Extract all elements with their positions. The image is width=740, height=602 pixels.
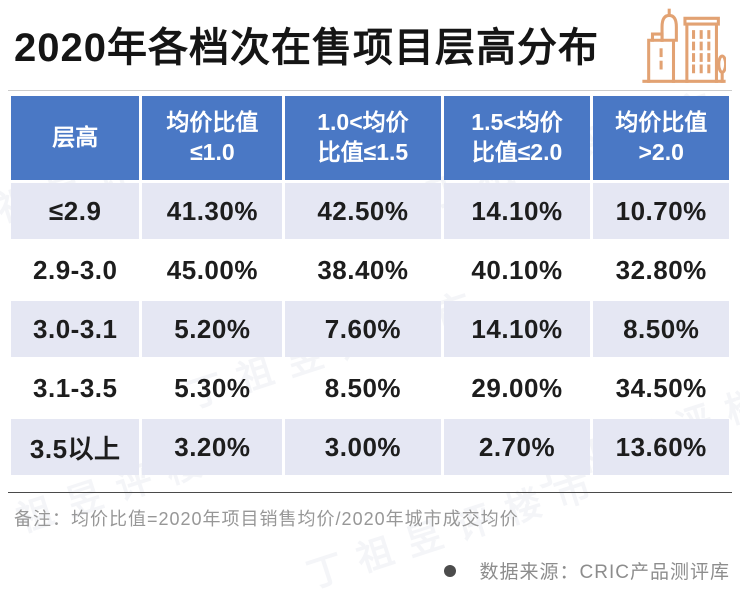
- data-cell: 3.20%: [142, 419, 283, 475]
- note-text: 备注：均价比值=2020年项目销售均价/2020年城市成交均价: [14, 509, 519, 529]
- table-header: 层高 均价比值 ≤1.0 1.0<均价 比值≤1.5 1.5<均价 比值≤2.0 均价比…: [11, 96, 729, 180]
- data-cell: 45.00%: [166, 254, 258, 285]
- data-cell: 13.60%: [593, 419, 729, 475]
- data-cell: 32.80%: [615, 254, 707, 285]
- data-cell: 38.40%: [317, 254, 409, 285]
- table-row: 2.9-3.0 45.00% 38.40% 40.10% 32.80%: [11, 242, 729, 298]
- data-cell: 29.00%: [471, 372, 563, 403]
- column-header: 均价比值 >2.0: [593, 96, 729, 180]
- column-header: 1.5<均价 比值≤2.0: [443, 96, 591, 180]
- data-cell: 41.30%: [142, 183, 283, 239]
- data-cell: 42.50%: [285, 183, 441, 239]
- row-label: 3.5以上: [11, 419, 140, 475]
- column-header: 均价比值 ≤1.0: [142, 96, 283, 180]
- data-cell: 3.00%: [285, 419, 441, 475]
- data-cell: 40.10%: [471, 254, 563, 285]
- table-row: 3.5以上 3.20% 3.00% 2.70% 13.60%: [11, 419, 729, 475]
- row-label: 3.0-3.1: [11, 301, 140, 357]
- table-row: 3.0-3.1 5.20% 7.60% 14.10% 8.50%: [11, 301, 729, 357]
- data-cell: 5.20%: [142, 301, 283, 357]
- floor-height-table: 层高 均价比值 ≤1.0 1.0<均价 比值≤1.5 1.5<均价 比值≤2.0 均价比…: [8, 93, 732, 478]
- row-label: 2.9-3.0: [33, 254, 118, 285]
- data-cell: 8.50%: [324, 372, 402, 403]
- data-cell: 34.50%: [615, 372, 707, 403]
- title-divider: [8, 90, 732, 91]
- table-row: 3.1-3.5 5.30% 8.50% 29.00% 34.50%: [11, 360, 729, 416]
- data-cell: 2.70%: [443, 419, 591, 475]
- page-title: 2020年各档次在售项目层高分布: [14, 26, 599, 70]
- bullet-dot-icon: [443, 564, 456, 577]
- table-body: ≤2.9 41.30% 42.50% 14.10% 10.70% 2.9-3.0 45.00…: [11, 183, 729, 475]
- table-row: ≤2.9 41.30% 42.50% 14.10% 10.70%: [11, 183, 729, 239]
- table-header-row: 层高 均价比值 ≤1.0 1.0<均价 比值≤1.5 1.5<均价 比值≤2.0 均价比…: [11, 96, 729, 180]
- row-label: 3.1-3.5: [33, 372, 118, 403]
- data-cell: 10.70%: [593, 183, 729, 239]
- column-header: 层高: [11, 96, 140, 180]
- data-cell: 5.30%: [174, 372, 251, 403]
- column-header: 1.0<均价 比值≤1.5: [285, 96, 441, 180]
- data-cell: 14.10%: [443, 301, 591, 357]
- title-row: 2020年各档次在售项目层高分布: [8, 0, 732, 90]
- data-cell: 7.60%: [285, 301, 441, 357]
- data-cell: 8.50%: [593, 301, 729, 357]
- data-cell: 14.10%: [443, 183, 591, 239]
- source-line: 数据来源：CRIC产品测评库: [8, 557, 732, 584]
- footer-divider: [8, 492, 732, 493]
- source-text: 数据来源：CRIC产品测评库: [479, 562, 730, 583]
- buildings-icon: [642, 7, 728, 90]
- row-label: ≤2.9: [11, 183, 140, 239]
